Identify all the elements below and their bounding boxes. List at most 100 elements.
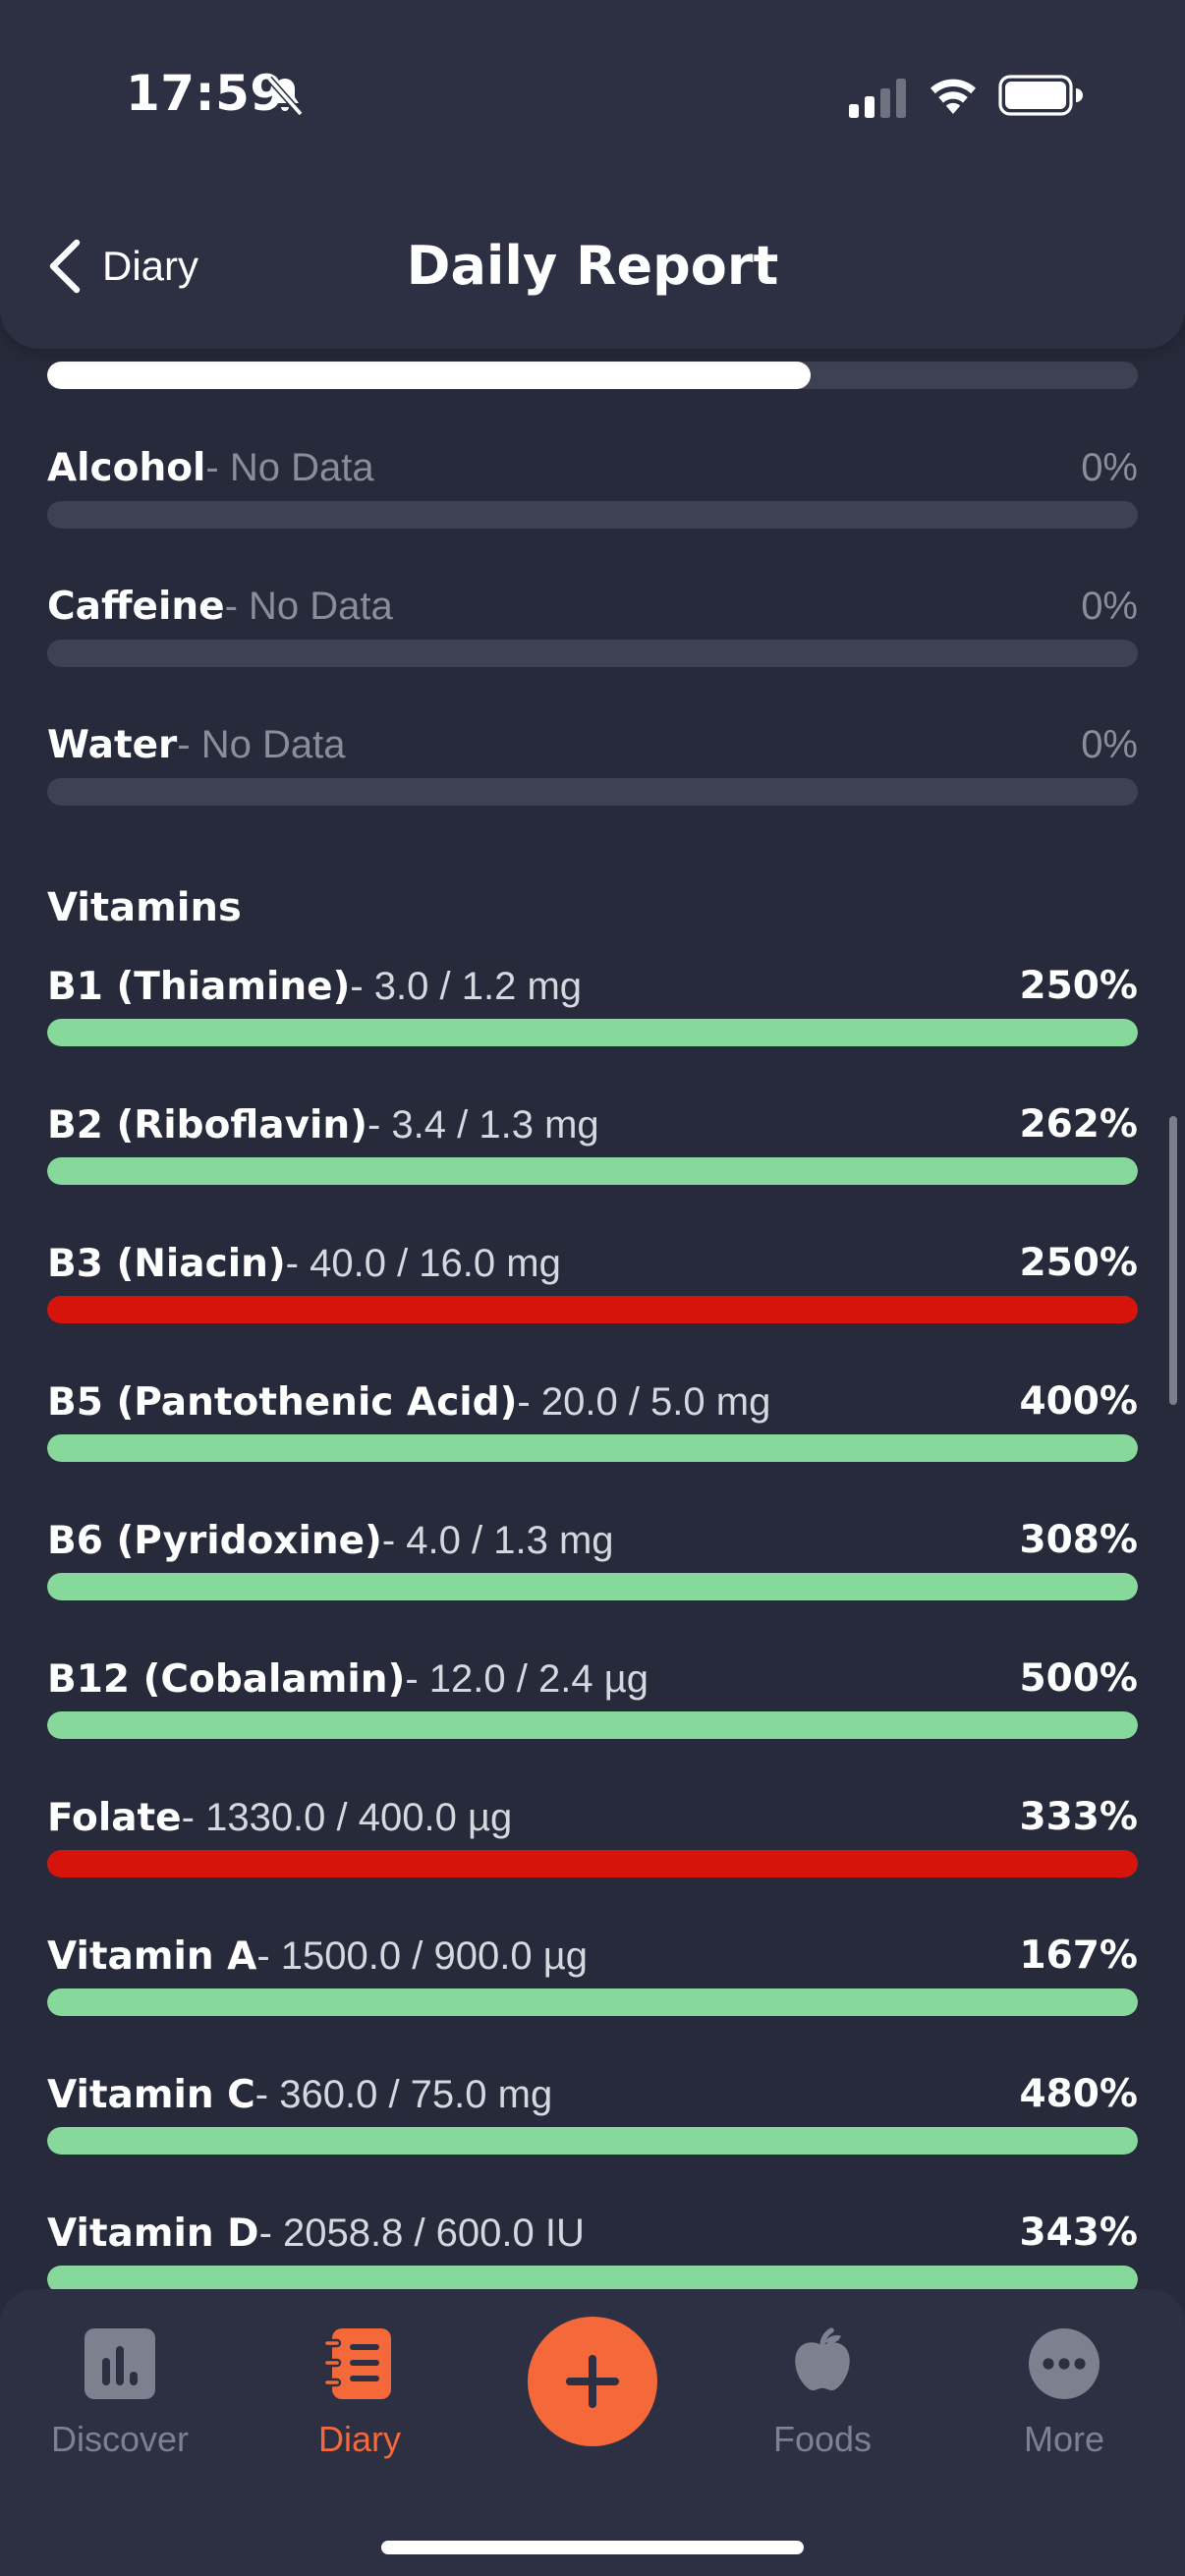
nutrient-percent: 250%	[1019, 964, 1139, 1008]
vitamin-progress-fill	[47, 1157, 1138, 1185]
vitamin-progress-fill	[47, 1988, 1138, 2016]
tab-discover[interactable]: Discover	[22, 2311, 218, 2468]
tab-diary[interactable]: Diary	[261, 2311, 458, 2468]
nutrient-percent: 250%	[1019, 1241, 1139, 1285]
nutrient-name: B6 (Pyridoxine)	[47, 1519, 382, 1563]
vitamin-row-b6[interactable]: B6 (Pyridoxine)- 4.0 / 1.3 mg	[47, 1515, 614, 1567]
diary-icon	[322, 2328, 391, 2399]
vitamin-progress-bar	[47, 1157, 1138, 1185]
vitamin-progress-fill	[47, 1296, 1138, 1323]
back-button[interactable]: Diary	[47, 232, 198, 301]
vitamin-progress-bar	[47, 1019, 1138, 1046]
nutrient-percent: 480%	[1019, 2072, 1139, 2116]
battery-icon	[998, 75, 1083, 116]
nutrient-name: B2 (Riboflavin)	[47, 1103, 367, 1148]
tab-label: Foods	[772, 2419, 873, 2459]
vitamin-progress-bar	[47, 2266, 1138, 2293]
chart-icon	[85, 2328, 155, 2399]
nutrient-detail: - 1330.0 / 400.0 µg	[181, 1796, 513, 1839]
energy-progress-bar	[47, 362, 1138, 389]
tab-label: More	[1023, 2419, 1105, 2459]
nutrient-name: Vitamin D	[47, 2212, 259, 2256]
vitamin-row-b1[interactable]: B1 (Thiamine)- 3.0 / 1.2 mg	[47, 961, 582, 1013]
vitamin-row-a[interactable]: Vitamin A- 1500.0 / 900.0 µg	[47, 1931, 588, 1983]
nutrient-detail: - 1500.0 / 900.0 µg	[256, 1934, 588, 1978]
nutrient-detail: - 40.0 / 16.0 mg	[285, 1242, 561, 1285]
vitamin-progress-fill	[47, 2266, 1138, 2293]
vitamin-progress-bar	[47, 1988, 1138, 2016]
nutrient-name: Water	[47, 723, 178, 767]
nutrient-name: B12 (Cobalamin)	[47, 1657, 406, 1702]
nutrient-row-caffeine[interactable]: Caffeine- No Data	[47, 581, 393, 633]
more-icon	[1029, 2328, 1100, 2399]
home-indicator	[381, 2541, 804, 2554]
chevron-left-icon	[49, 239, 81, 294]
nutrient-percent: 333%	[1019, 1795, 1139, 1839]
tab-label: Diary	[317, 2419, 401, 2459]
page-title: Daily Report	[406, 235, 779, 297]
nutrient-detail: - 360.0 / 75.0 mg	[254, 2073, 553, 2116]
nutrient-detail: - 20.0 / 5.0 mg	[517, 1380, 771, 1424]
vitamin-row-d[interactable]: Vitamin D- 2058.8 / 600.0 IU	[47, 2208, 585, 2260]
vitamin-row-b3[interactable]: B3 (Niacin)- 40.0 / 16.0 mg	[47, 1238, 561, 1290]
vitamin-row-b12[interactable]: B12 (Cobalamin)- 12.0 / 2.4 µg	[47, 1653, 649, 1706]
vitamin-progress-bar	[47, 1850, 1138, 1877]
plus-icon	[566, 2355, 619, 2408]
nutrient-percent: 0%	[1081, 723, 1138, 766]
vitamin-progress-fill	[47, 1711, 1138, 1739]
report-content[interactable]: Alcohol- No Data 0% Caffeine- No Data 0%…	[0, 0, 1185, 2293]
nutrient-percent: 400%	[1019, 1379, 1139, 1424]
vitamin-row-b2[interactable]: B2 (Riboflavin)- 3.4 / 1.3 mg	[47, 1099, 599, 1151]
vitamin-progress-bar	[47, 1573, 1138, 1600]
nutrient-name: B1 (Thiamine)	[47, 965, 351, 1009]
nutrient-percent: 0%	[1081, 446, 1138, 489]
nutrient-name: B5 (Pantothenic Acid)	[47, 1380, 518, 1425]
vitamin-progress-bar	[47, 1296, 1138, 1323]
vitamin-progress-fill	[47, 1019, 1138, 1046]
nutrient-detail: - 2058.8 / 600.0 IU	[258, 2212, 585, 2255]
nutrient-detail: - No Data	[224, 585, 393, 628]
nutrient-row-alcohol[interactable]: Alcohol- No Data	[47, 442, 374, 494]
wifi-icon	[931, 79, 976, 114]
nutrient-name: Folate	[47, 1796, 182, 1840]
nutrient-percent: 308%	[1019, 1518, 1139, 1562]
nutrient-detail: - 4.0 / 1.3 mg	[381, 1519, 614, 1562]
water-progress-bar	[47, 778, 1138, 806]
status-time: 17:59	[126, 65, 285, 122]
add-entry-button[interactable]	[528, 2317, 657, 2446]
nutrient-percent: 500%	[1019, 1656, 1139, 1701]
vitamin-progress-fill	[47, 2127, 1138, 2155]
nutrient-row-water[interactable]: Water- No Data	[47, 719, 345, 771]
nutrient-percent: 262%	[1019, 1102, 1139, 1147]
tab-more[interactable]: More	[966, 2311, 1162, 2468]
nutrient-detail: - 3.0 / 1.2 mg	[350, 965, 583, 1008]
vitamin-progress-bar	[47, 1711, 1138, 1739]
back-label: Diary	[102, 243, 199, 289]
nutrient-percent: 343%	[1019, 2211, 1139, 2255]
vitamin-row-c[interactable]: Vitamin C- 360.0 / 75.0 mg	[47, 2069, 552, 2121]
cellular-signal-icon	[849, 79, 906, 118]
nutrient-name: Vitamin A	[47, 1934, 257, 1979]
vitamin-progress-fill	[47, 1850, 1138, 1877]
vitamin-row-folate[interactable]: Folate- 1330.0 / 400.0 µg	[47, 1792, 512, 1844]
vitamins-section-title: Vitamins	[47, 885, 242, 930]
nutrient-name: Caffeine	[47, 585, 225, 629]
energy-progress-fill	[47, 362, 811, 389]
bell-muted-icon	[266, 76, 304, 117]
nutrient-detail: - 12.0 / 2.4 µg	[405, 1657, 649, 1701]
scrollbar-thumb[interactable]	[1169, 1116, 1177, 1405]
nutrient-detail: - 3.4 / 1.3 mg	[367, 1103, 599, 1147]
nutrient-detail: - No Data	[177, 723, 346, 766]
vitamin-row-b5[interactable]: B5 (Pantothenic Acid)- 20.0 / 5.0 mg	[47, 1376, 770, 1428]
vitamin-progress-fill	[47, 1573, 1138, 1600]
nutrient-name: Vitamin C	[47, 2073, 255, 2117]
alcohol-progress-bar	[47, 501, 1138, 529]
nutrient-name: B3 (Niacin)	[47, 1242, 286, 1286]
tab-foods[interactable]: Foods	[724, 2311, 921, 2468]
navigation-header: 17:59 Diary Daily	[0, 0, 1185, 349]
tab-label: Discover	[50, 2419, 190, 2459]
vitamin-progress-fill	[47, 1434, 1138, 1462]
nutrient-percent: 0%	[1081, 585, 1138, 628]
vitamin-progress-bar	[47, 1434, 1138, 1462]
